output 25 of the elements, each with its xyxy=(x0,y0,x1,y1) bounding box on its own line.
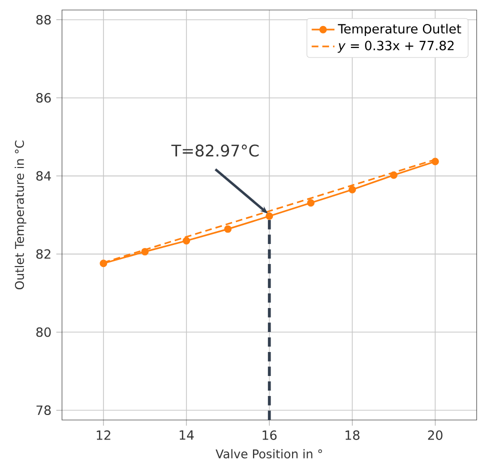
y-tick-label: 84 xyxy=(36,171,51,181)
point xyxy=(266,212,274,220)
point xyxy=(100,260,108,268)
y-tick-label: 80 xyxy=(36,327,51,337)
x-tick-label: 14 xyxy=(180,430,194,440)
legend-label: y = 0.33x + 77.82 xyxy=(338,40,454,53)
y-tick-label: 82 xyxy=(36,249,50,259)
x-tick-label: 16 xyxy=(262,430,277,440)
y-tick-label: 78 xyxy=(36,405,51,416)
point xyxy=(141,248,149,256)
legend-label: Temperature Outlet xyxy=(338,24,462,36)
point xyxy=(224,225,232,233)
point xyxy=(182,237,190,245)
point xyxy=(431,158,439,166)
y-axis-title: Outlet Temperature in °C xyxy=(14,140,26,290)
x-axis-title: Valve Position in ° xyxy=(216,449,322,458)
y-tick-label: 88 xyxy=(36,15,51,25)
x-tick-label: 12 xyxy=(96,430,110,440)
point xyxy=(390,171,398,179)
y-tick-label: 86 xyxy=(36,93,51,103)
x-tick-label: 20 xyxy=(428,430,442,440)
point xyxy=(348,186,356,194)
annotation: T=82.97°C xyxy=(171,144,259,157)
point xyxy=(307,199,315,207)
x-tick-label: 18 xyxy=(346,430,360,440)
